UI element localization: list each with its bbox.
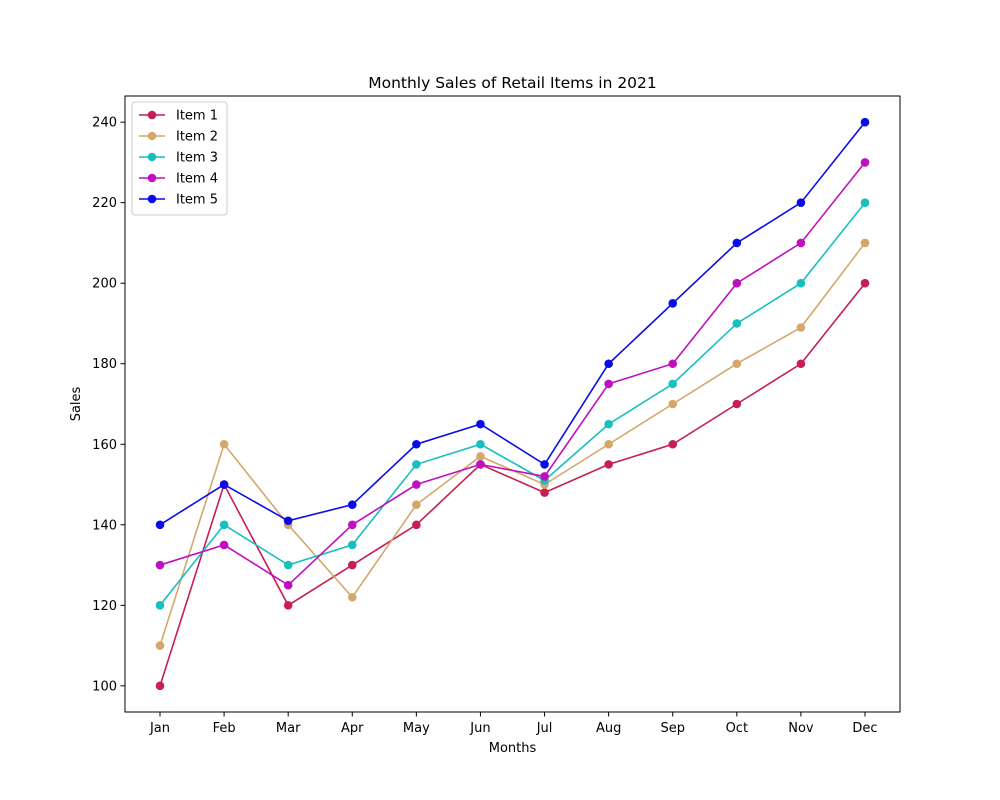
chart-title: Monthly Sales of Retail Items in 2021 <box>368 74 657 92</box>
data-point <box>732 319 742 328</box>
x-tick-label: Jan <box>149 721 170 736</box>
data-point <box>283 601 293 610</box>
y-axis-label: Sales <box>69 386 84 421</box>
y-tick-label: 240 <box>92 116 117 131</box>
data-point <box>668 379 678 389</box>
data-point <box>283 560 293 570</box>
x-tick-label: Mar <box>276 721 301 736</box>
data-point <box>796 323 806 332</box>
data-point <box>732 399 742 409</box>
data-point <box>540 472 549 481</box>
data-point <box>412 480 421 489</box>
data-point <box>347 520 357 530</box>
data-point <box>732 359 742 369</box>
x-tick-label: Oct <box>726 721 748 736</box>
legend: Item 1 Item 2 Item 3 Item 4 Item 5 <box>131 101 228 216</box>
data-point <box>604 379 613 389</box>
legend-marker <box>147 110 157 120</box>
data-point <box>476 452 485 461</box>
data-point <box>796 198 806 207</box>
x-tick-label: Dec <box>852 721 877 736</box>
data-point <box>412 439 421 449</box>
plot-frame <box>124 95 901 713</box>
series-line-item-1 <box>159 282 866 687</box>
data-point <box>155 601 165 610</box>
data-point <box>604 460 613 469</box>
data-point <box>860 238 870 248</box>
x-axis-label: Months <box>489 741 537 756</box>
x-tick-label: Nov <box>788 721 814 736</box>
data-point <box>860 117 870 127</box>
data-point <box>668 399 678 409</box>
x-tick-label: May <box>403 721 430 736</box>
data-point <box>219 480 229 489</box>
legend-marker <box>147 194 157 204</box>
data-point <box>860 158 870 167</box>
data-point <box>668 439 678 449</box>
data-point <box>668 359 678 369</box>
legend-entry-label: Item 2 <box>176 130 218 145</box>
data-point <box>283 580 293 590</box>
data-point <box>219 439 229 449</box>
data-point <box>219 520 229 530</box>
series-line-item-5 <box>159 121 866 526</box>
data-point <box>412 500 421 509</box>
data-point <box>155 641 165 650</box>
data-point <box>796 238 806 248</box>
y-tick-label: 160 <box>92 438 117 453</box>
y-tick-label: 220 <box>92 196 117 211</box>
legend-marker <box>147 131 157 141</box>
data-point <box>476 439 485 449</box>
data-point <box>219 540 229 550</box>
legend-marker <box>147 173 157 183</box>
data-point <box>155 520 165 530</box>
data-point <box>347 500 357 509</box>
y-tick-label: 180 <box>92 357 117 372</box>
y-tick-label: 200 <box>92 277 117 292</box>
y-tick-label: 120 <box>92 599 117 614</box>
data-point <box>604 359 613 369</box>
x-tick-label: Jul <box>536 721 553 736</box>
data-point <box>668 299 678 308</box>
data-point <box>347 560 357 570</box>
data-point <box>412 460 421 469</box>
series-line-item-3 <box>159 202 866 606</box>
legend-entry-label: Item 1 <box>176 109 218 124</box>
legend-entry-label: Item 3 <box>176 151 218 166</box>
data-point <box>796 278 806 288</box>
series-line-item-4 <box>159 161 866 587</box>
data-point <box>476 460 485 469</box>
x-tick-label: Aug <box>596 721 621 736</box>
data-point <box>732 278 742 288</box>
data-point <box>155 560 165 570</box>
data-point <box>347 592 357 602</box>
data-point <box>860 198 870 207</box>
data-point <box>476 419 485 429</box>
x-tick-label: Feb <box>213 721 236 736</box>
data-point <box>283 516 293 526</box>
x-tick-label: Jun <box>469 721 490 736</box>
legend-entry-label: Item 4 <box>176 172 218 187</box>
data-point <box>732 238 742 248</box>
x-tick-label: Apr <box>341 721 364 736</box>
data-point <box>155 681 165 691</box>
legend-marker <box>147 152 157 162</box>
data-point <box>540 488 549 497</box>
data-point <box>604 419 613 429</box>
legend-entry-label: Item 5 <box>176 193 218 208</box>
data-point <box>796 359 806 369</box>
data-point <box>347 540 357 550</box>
data-point <box>860 278 870 288</box>
data-point <box>412 520 421 530</box>
legend-box <box>131 101 228 216</box>
data-point <box>604 439 613 449</box>
x-tick-label: Sep <box>660 721 685 736</box>
data-point <box>540 460 549 469</box>
y-tick-label: 100 <box>92 679 117 694</box>
y-tick-label: 140 <box>92 518 117 533</box>
